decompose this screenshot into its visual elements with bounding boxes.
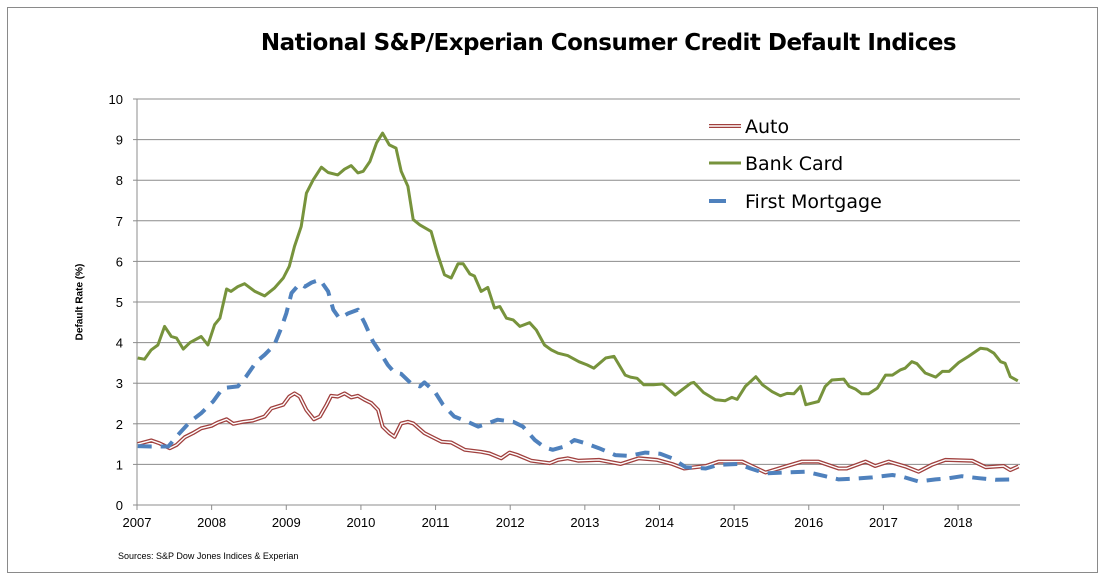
y-tick-label: 8 bbox=[116, 173, 123, 188]
x-tick-label: 2013 bbox=[570, 515, 599, 530]
y-tick-label: 9 bbox=[116, 133, 123, 148]
x-tick-label: 2009 bbox=[272, 515, 301, 530]
legend-bank-card-label: Bank Card bbox=[745, 153, 843, 175]
source-note: Sources: S&P Dow Jones Indices & Experia… bbox=[118, 551, 299, 561]
y-tick-label: 7 bbox=[116, 214, 123, 229]
series-bank-card-line bbox=[137, 131, 1019, 407]
series-auto-line-inner bbox=[137, 392, 1019, 474]
series-first-mortgage-line bbox=[137, 277, 1018, 484]
x-tick-label: 2017 bbox=[869, 515, 898, 530]
y-tick-label: 4 bbox=[116, 336, 123, 351]
x-tick-label: 2008 bbox=[197, 515, 226, 530]
x-tick-label: 2012 bbox=[496, 515, 525, 530]
chart-title: National S&P/Experian Consumer Credit De… bbox=[260, 30, 957, 56]
y-tick-label: 0 bbox=[116, 498, 123, 513]
y-tick-label: 6 bbox=[116, 254, 123, 269]
y-tick-label: 10 bbox=[109, 92, 123, 107]
y-tick-label: 2 bbox=[116, 417, 123, 432]
x-tick-label: 2016 bbox=[794, 515, 823, 530]
x-tick-label: 2007 bbox=[123, 515, 152, 530]
x-tick-label: 2018 bbox=[944, 515, 973, 530]
y-tick-label: 1 bbox=[116, 457, 123, 472]
y-tick-label: 5 bbox=[116, 295, 123, 310]
x-tick-label: 2010 bbox=[346, 515, 375, 530]
y-tick-label: 3 bbox=[116, 376, 123, 391]
legend-auto-label: Auto bbox=[745, 116, 789, 138]
legend-first-mortgage-label: First Mortgage bbox=[745, 191, 882, 213]
chart-frame bbox=[7, 7, 1098, 573]
x-tick-label: 2015 bbox=[720, 515, 749, 530]
x-tick-label: 2014 bbox=[645, 515, 674, 530]
x-tick-label: 2011 bbox=[422, 515, 450, 530]
